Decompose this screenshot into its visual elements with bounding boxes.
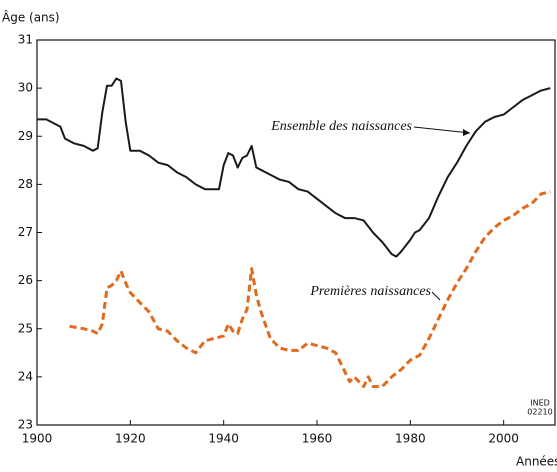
x-tick-label: 1980 <box>395 432 426 446</box>
y-tick-label: 23 <box>18 418 33 432</box>
y-tick-label: 28 <box>18 177 33 191</box>
y-tick-label: 30 <box>18 81 33 95</box>
y-axis-label: Âge (ans) <box>2 10 60 25</box>
source: INED <box>530 399 550 408</box>
annotation: Ensemble des naissances <box>270 119 412 134</box>
plot-frame <box>36 39 556 426</box>
x-tick-label: 1920 <box>115 432 146 446</box>
y-tick-label: 25 <box>18 321 33 335</box>
line-series <box>37 77 551 258</box>
y-tick-label: 27 <box>18 225 33 239</box>
annotation: Premières naissances <box>309 284 431 299</box>
annotation-arrow <box>413 126 471 134</box>
x-axis-label: Années <box>516 455 557 469</box>
x-tick-label: 1900 <box>22 432 53 446</box>
y-tick-label: 31 <box>18 33 33 47</box>
annotation-arrow <box>431 291 441 301</box>
source: 02210 <box>527 408 552 417</box>
y-tick-label: 26 <box>18 273 33 287</box>
y-tick-label: 24 <box>18 369 33 383</box>
x-tick-label: 2000 <box>488 432 519 446</box>
line-series <box>69 190 551 388</box>
y-tick-label: 29 <box>18 129 33 143</box>
x-tick-label: 1940 <box>208 432 239 446</box>
x-tick-label: 1960 <box>302 432 333 446</box>
arrowhead <box>463 129 470 136</box>
